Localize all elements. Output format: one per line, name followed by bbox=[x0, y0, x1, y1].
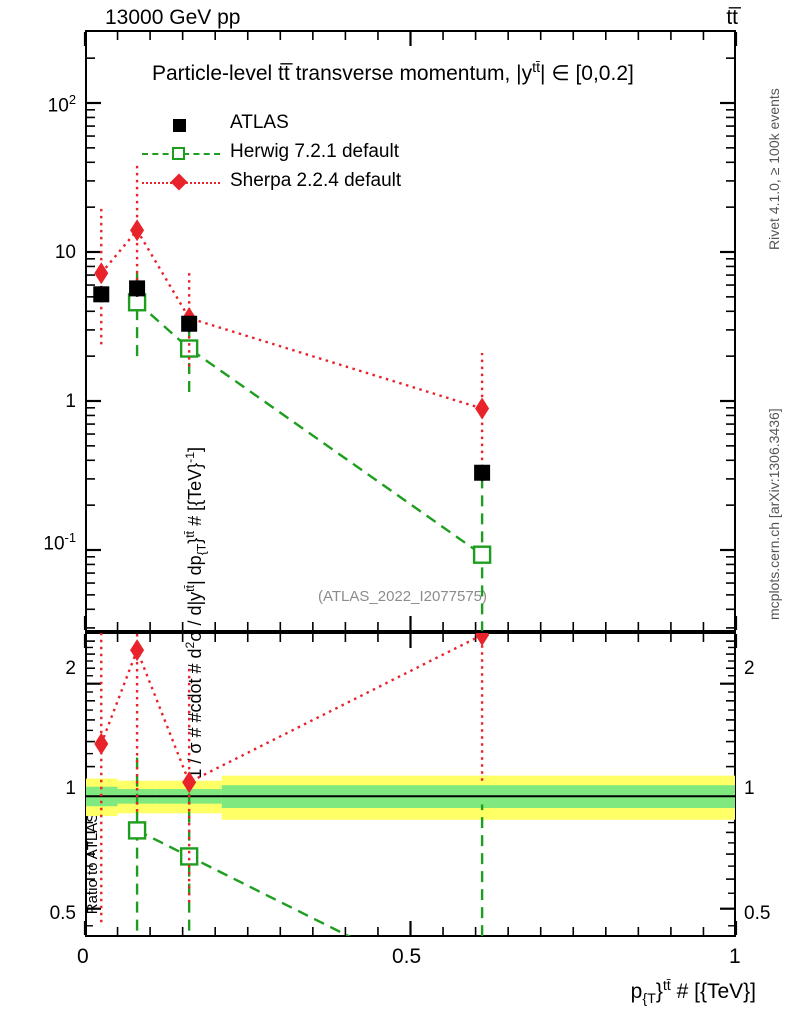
open-square-icon bbox=[172, 147, 185, 160]
beam-energy-label: 13000 GeV pp bbox=[105, 6, 241, 29]
legend-label-atlas: ATLAS bbox=[230, 112, 289, 133]
xlab-d: tt̄ bbox=[662, 978, 671, 994]
ylab-k: ] bbox=[185, 446, 206, 452]
title-mid: transverse momentum, |y bbox=[289, 62, 533, 85]
ytick-label-100: 102 bbox=[47, 92, 76, 117]
legend-label-herwig: Herwig 7.2.1 default bbox=[230, 141, 399, 162]
ratio-y-axis-label: Ratio to ATLAS bbox=[84, 812, 102, 915]
process-label: tt̅ bbox=[726, 6, 738, 29]
diamond-icon bbox=[170, 173, 188, 191]
xtick-label-0: 0 bbox=[77, 945, 89, 968]
ratio-ytick-label-2-left: 2 bbox=[65, 658, 76, 679]
ylab-a: 1 / σ # #cdot # d bbox=[185, 648, 206, 779]
ylab-e: | dp bbox=[185, 555, 206, 586]
rivet-version-label: Rivet 4.1.0, ≥ 100k events bbox=[766, 88, 782, 250]
title-tbar: t̅ bbox=[283, 62, 290, 85]
ratio-ytick-label-1-right: 1 bbox=[744, 778, 755, 799]
marker-open-square bbox=[474, 995, 490, 1011]
page-title: Particle-level tt̅ transverse momentum, … bbox=[152, 60, 634, 86]
title-pre: Particle-level t bbox=[152, 62, 284, 85]
ytick-label-10: 10 bbox=[54, 242, 76, 263]
ylab-h: tt̄ bbox=[183, 530, 198, 538]
xlab-a: p bbox=[630, 980, 643, 1003]
legend-marker-atlas bbox=[142, 110, 220, 139]
ylab-g: } bbox=[185, 537, 206, 544]
ylab-c: σ / d|y bbox=[185, 591, 206, 642]
xlab-c: } bbox=[655, 980, 663, 1003]
ratio-ytick-label-0.5-right: 0.5 bbox=[744, 903, 771, 924]
legend-marker-herwig bbox=[142, 139, 220, 168]
xlab-b: {T bbox=[642, 991, 656, 1008]
ratio-ytick-label-1-left: 1 bbox=[65, 778, 76, 799]
legend-label-sherpa: Sherpa 2.2.4 default bbox=[230, 170, 402, 191]
ytick-label-1: 1 bbox=[65, 391, 76, 412]
ylab-d: tt̄ bbox=[183, 585, 198, 592]
x-axis-label: p{T}tt̄ # [{TeV}] bbox=[631, 978, 756, 1007]
mcplots-source-label: mcplots.cern.ch [arXiv:1306.3436] bbox=[766, 408, 782, 620]
main-plot-frame bbox=[85, 30, 736, 632]
ratio-ytick-label-0.5-left: 0.5 bbox=[49, 903, 76, 924]
analysis-id-watermark: (ATLAS_2022_I2077575) bbox=[318, 588, 488, 605]
title-post: | ∈ [0,0.2] bbox=[540, 62, 634, 85]
xtick-label-0.5: 0.5 bbox=[392, 945, 422, 968]
title-sup: tt̄ bbox=[532, 60, 541, 76]
ylab-b: 2 bbox=[183, 641, 198, 649]
xtick-label-1: 1 bbox=[729, 945, 741, 968]
legend-marker-sherpa bbox=[142, 168, 220, 197]
y-axis-label: 1 / σ # #cdot # d2σ / d|ytt̄| dp{T}tt̄ #… bbox=[183, 447, 209, 779]
ratio-ytick-label-2-right: 2 bbox=[744, 658, 755, 679]
xlab-e: # [{TeV}] bbox=[670, 980, 756, 1003]
ylab-j: -1 bbox=[183, 451, 198, 463]
ylab-i: # [{TeV} bbox=[185, 462, 206, 531]
ytick-label-0.1: 10-1 bbox=[43, 530, 76, 555]
filled-square-icon bbox=[173, 119, 186, 132]
ylab-f: {T bbox=[194, 543, 209, 556]
